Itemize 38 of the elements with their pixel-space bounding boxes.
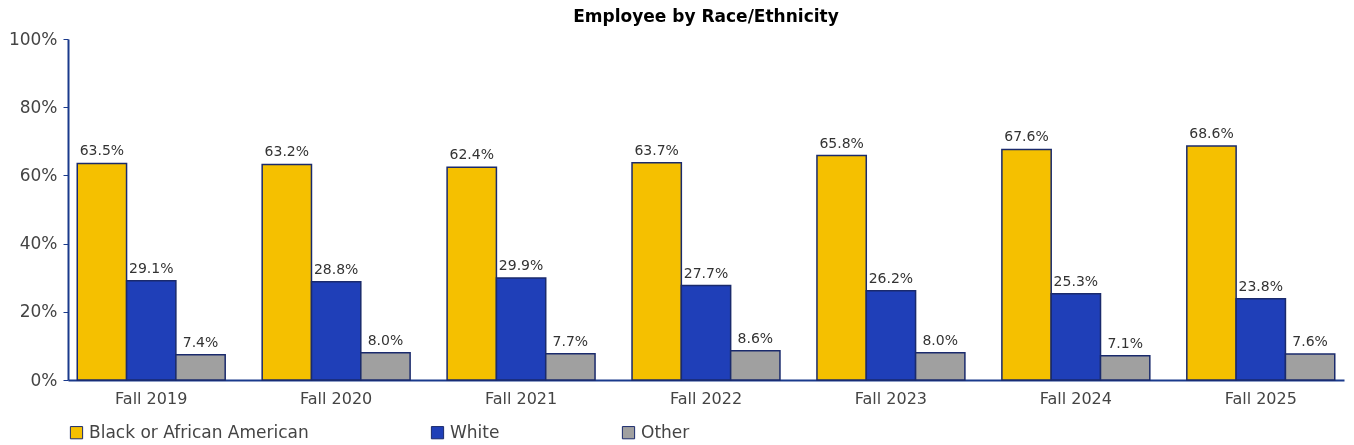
legend-label: White xyxy=(450,421,500,442)
legend-label: Black or African American xyxy=(89,421,309,442)
x-tick-label: Fall 2019 xyxy=(115,388,188,408)
x-tick-label: Fall 2022 xyxy=(669,388,743,408)
data-label: 29.9% xyxy=(498,257,544,274)
data-label: 25.3% xyxy=(1053,272,1099,289)
x-tick-label: Fall 2023 xyxy=(854,388,928,408)
x-tick-label: Fall 2024 xyxy=(1039,388,1112,408)
data-label: 7.1% xyxy=(1107,334,1143,351)
data-label: 7.6% xyxy=(1292,333,1328,350)
x-tick-label: Fall 2020 xyxy=(300,388,373,408)
y-tick-label: 0% xyxy=(30,369,58,390)
data-label: 8.0% xyxy=(367,331,404,348)
data-label: 23.8% xyxy=(1238,277,1284,294)
y-tick-label: 80% xyxy=(19,96,58,117)
data-label: 8.0% xyxy=(922,331,959,348)
data-label: 28.8% xyxy=(313,260,359,277)
data-label: 67.6% xyxy=(1004,128,1049,145)
data-label: 65.8% xyxy=(819,134,864,151)
y-tick-label: 40% xyxy=(19,233,58,254)
data-label: 27.7% xyxy=(683,264,729,281)
data-label: 63.7% xyxy=(634,141,679,158)
data-label: 63.5% xyxy=(79,142,125,159)
data-label: 7.4% xyxy=(182,333,219,350)
data-label: 62.4% xyxy=(449,146,494,163)
data-label: 63.2% xyxy=(264,143,310,160)
y-tick-label: 60% xyxy=(19,164,58,185)
y-tick-label: 20% xyxy=(19,301,58,322)
data-label: 68.6% xyxy=(1189,125,1234,142)
x-tick-label: Fall 2021 xyxy=(484,388,558,408)
y-tick-label: 100% xyxy=(8,28,58,49)
data-label: 8.6% xyxy=(737,329,774,346)
data-label: 7.7% xyxy=(552,332,589,349)
data-label: 29.1% xyxy=(128,259,174,276)
x-tick-label: Fall 2025 xyxy=(1224,388,1297,408)
legend-label: Other xyxy=(641,421,690,442)
data-label: 26.2% xyxy=(868,269,914,286)
chart-title: Employee by Race/Ethnicity xyxy=(573,6,839,26)
